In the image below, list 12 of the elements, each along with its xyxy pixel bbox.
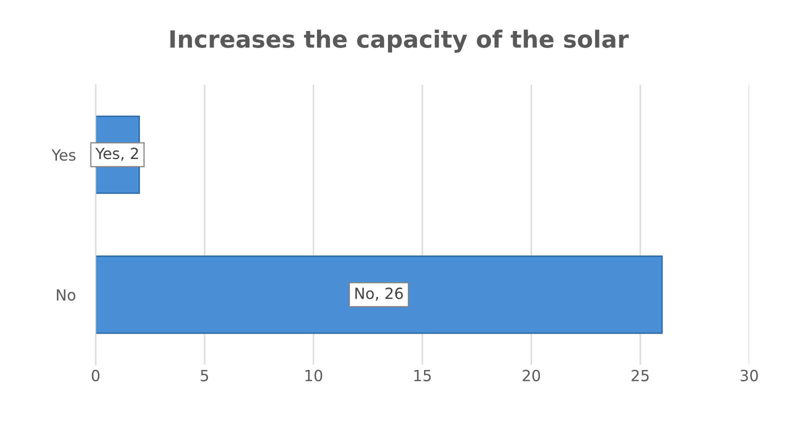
x-tick-label: 0 xyxy=(92,370,100,382)
y-tick-label: No xyxy=(56,289,76,301)
x-tick-label: 25 xyxy=(632,370,649,382)
y-tick-label: Yes xyxy=(52,149,76,161)
x-tick-label: 10 xyxy=(305,370,322,382)
x-tick-label: 15 xyxy=(414,370,431,382)
data-label: No, 26 xyxy=(355,288,403,301)
x-tick-label: 30 xyxy=(740,370,758,382)
x-tick-label: 20 xyxy=(522,370,540,382)
data-label: Yes, 2 xyxy=(95,148,138,161)
chart-title: Increases the capacity of the solar xyxy=(170,30,629,53)
x-tick-label: 5 xyxy=(200,370,208,382)
